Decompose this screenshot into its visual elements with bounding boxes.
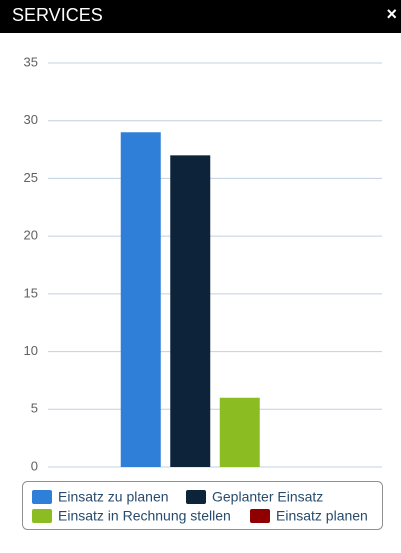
y-tick-label: 30 <box>24 112 38 127</box>
legend-swatch <box>250 509 270 523</box>
header: SERVICES × <box>0 0 401 33</box>
legend-swatch <box>32 490 52 504</box>
legend-box <box>22 481 383 530</box>
bar <box>170 155 211 468</box>
y-tick-label: 10 <box>24 343 38 358</box>
bar <box>120 132 161 467</box>
bar <box>219 397 260 467</box>
legend-label: Einsatz zu planen <box>58 489 169 505</box>
header-title: SERVICES <box>12 5 103 25</box>
legend-swatch <box>186 490 206 504</box>
y-tick-label: 20 <box>24 228 38 243</box>
y-tick-label: 5 <box>31 401 38 416</box>
legend-label: Einsatz in Rechnung stellen <box>58 508 231 524</box>
y-tick-label: 25 <box>24 170 38 185</box>
legend-label: Geplanter Einsatz <box>212 489 323 505</box>
y-tick-label: 15 <box>24 285 38 300</box>
y-tick-label: 0 <box>31 458 38 473</box>
legend-label: Einsatz planen <box>276 508 368 524</box>
y-tick-label: 35 <box>24 54 38 69</box>
legend-swatch <box>32 509 52 523</box>
close-button[interactable]: × <box>386 4 397 24</box>
